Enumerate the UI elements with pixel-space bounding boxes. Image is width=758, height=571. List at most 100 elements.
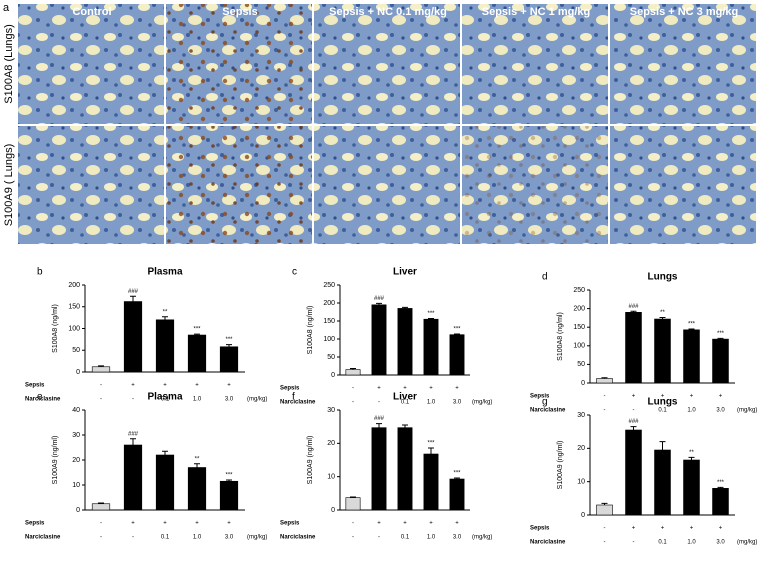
table-cell: +	[632, 526, 636, 532]
significance-label: **	[660, 310, 665, 316]
y-tick-label: 20	[72, 457, 80, 464]
table-cell: -	[604, 394, 606, 400]
table-row-label: Narciclasine	[280, 400, 316, 406]
error-bar	[194, 463, 200, 468]
column-header: Sepsis + NC 3 mg/kg	[630, 6, 739, 18]
stain-overlay	[166, 126, 312, 244]
chart-title: Lungs	[648, 272, 678, 283]
table-cell: -	[100, 383, 102, 389]
bar	[712, 338, 729, 384]
table-cell: +	[163, 383, 167, 389]
table-cell: +	[403, 521, 407, 527]
row-label: S100A8 (Lungs)	[3, 24, 15, 104]
table-unit: (mg/kg)	[247, 397, 267, 403]
bar	[449, 334, 465, 376]
bar	[596, 378, 613, 384]
y-tick-label: 0	[581, 512, 585, 519]
table-cell: -	[352, 521, 354, 527]
y-tick-label: 150	[573, 324, 585, 331]
table-unit: (mg/kg)	[472, 400, 492, 406]
y-tick-label: 0	[331, 507, 335, 514]
table-cell: +	[632, 394, 636, 400]
table-cell: +	[377, 386, 381, 392]
y-axis-label: S100A8 (ng/ml)	[307, 306, 314, 355]
significance-label: ###	[374, 296, 385, 302]
y-tick-label: 40	[72, 407, 80, 414]
significance-label: ###	[128, 431, 139, 437]
error-bar	[194, 333, 200, 336]
table-unit: (mg/kg)	[737, 408, 757, 414]
bar	[596, 504, 613, 516]
bar	[397, 427, 413, 511]
significance-label: ***	[453, 471, 461, 477]
y-tick-label: 0	[76, 369, 80, 376]
table-row-label: Sepsis	[280, 386, 300, 392]
error-bar	[454, 477, 460, 479]
column-header: Sepsis + NC 0.1 mg/kg	[329, 6, 447, 18]
error-bar	[130, 295, 136, 302]
micrograph	[18, 4, 164, 124]
y-tick-label: 250	[323, 282, 335, 289]
table-cell: +	[661, 526, 665, 532]
table-cell: +	[455, 521, 459, 527]
error-bar	[376, 302, 382, 305]
table-cell: -	[378, 535, 380, 541]
y-axis-label: S100A9 (ng/ml)	[557, 441, 564, 490]
error-bar	[162, 450, 168, 455]
table-cell: -	[352, 386, 354, 392]
error-bar	[376, 423, 382, 428]
y-tick-label: 0	[331, 372, 335, 379]
table-cell: -	[100, 535, 102, 541]
panel-label: f	[292, 392, 295, 403]
y-tick-label: 0	[76, 507, 80, 514]
table-row-label: Sepsis	[25, 383, 45, 389]
y-axis-label: S100A9 (ng/ml)	[307, 436, 314, 485]
table-cell: -	[100, 397, 102, 403]
error-bar	[688, 328, 695, 330]
table-cell: 1.0	[427, 535, 436, 541]
significance-label: ###	[374, 416, 385, 422]
table-row-label: Sepsis	[25, 521, 45, 527]
y-tick-label: 30	[72, 432, 80, 439]
table-unit: (mg/kg)	[737, 540, 757, 546]
bar	[423, 318, 439, 376]
significance-label: **	[195, 456, 200, 462]
y-tick-label: 20	[577, 445, 585, 452]
panel-label: g	[542, 397, 548, 408]
table-cell: +	[690, 394, 694, 400]
table-cell: 3.0	[716, 408, 725, 414]
y-tick-label: 10	[72, 482, 80, 489]
table-row-label: Narciclasine	[530, 408, 566, 414]
bar	[155, 454, 175, 511]
y-tick-label: 50	[577, 361, 585, 368]
error-bar	[402, 424, 408, 428]
bar	[371, 304, 387, 376]
y-tick-label: 250	[573, 287, 585, 294]
bar	[683, 459, 700, 516]
y-tick-label: 150	[323, 318, 335, 325]
error-bar	[350, 368, 356, 370]
chart-title: Liver	[393, 392, 417, 403]
table-cell: +	[377, 521, 381, 527]
significance-label: ***	[193, 327, 201, 333]
table-cell: 1.0	[193, 535, 202, 541]
table-cell: 0.1	[161, 397, 170, 403]
table-cell: -	[132, 535, 134, 541]
significance-label: ***	[427, 311, 435, 317]
significance-label: ***	[225, 337, 233, 343]
panel-label: d	[542, 272, 548, 283]
table-cell: -	[604, 526, 606, 532]
table-cell: 1.0	[687, 540, 696, 546]
micrograph	[610, 4, 756, 124]
y-tick-label: 200	[573, 305, 585, 312]
significance-label: ***	[717, 331, 725, 337]
bar	[345, 369, 361, 376]
error-bar	[454, 333, 460, 335]
error-bar	[162, 316, 168, 320]
bar	[371, 427, 387, 511]
bar	[123, 444, 143, 511]
table-row-label: Sepsis	[530, 394, 550, 400]
y-axis-label: S100A8 (ng/ml)	[52, 304, 59, 353]
table-cell: -	[633, 540, 635, 546]
